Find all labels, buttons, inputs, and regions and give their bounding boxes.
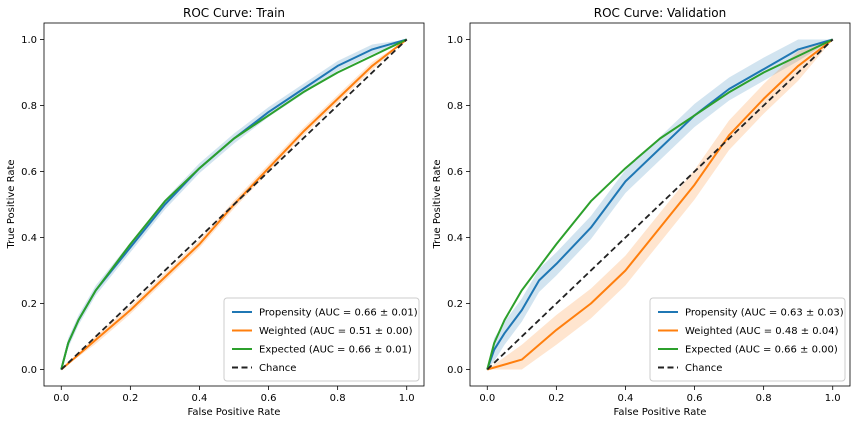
y-tick-label: 0.0 xyxy=(21,365,37,376)
chart-title: ROC Curve: Train xyxy=(183,6,285,20)
roc-panel-validation: ROC Curve: Validation False Positive Rat… xyxy=(432,6,851,418)
legend-entry-label: Weighted (AUC = 0.51 ± 0.00) xyxy=(259,326,413,337)
x-tick-label: 0.4 xyxy=(192,393,208,404)
legend-box xyxy=(649,297,846,382)
y-axis-label: True Positive Rate xyxy=(432,159,443,249)
series-line xyxy=(486,38,834,370)
chance-line xyxy=(486,38,834,371)
y-tick-label: 0.4 xyxy=(21,233,37,244)
y-tick-label: 0.6 xyxy=(447,167,463,178)
x-tick-label: 0.8 xyxy=(330,393,346,404)
series-line xyxy=(486,38,834,370)
x-tick-label: 0.6 xyxy=(687,393,703,404)
legend-box xyxy=(223,297,420,382)
chart-title: ROC Curve: Validation xyxy=(594,6,727,20)
y-tick-label: 0.0 xyxy=(447,365,463,376)
x-tick-label: 0.8 xyxy=(756,393,772,404)
legend-entry-label: Propensity (AUC = 0.63 ± 0.03) xyxy=(685,308,844,319)
y-tick-label: 1.0 xyxy=(21,35,37,46)
chance-line xyxy=(60,38,408,371)
x-tick-label: 0.0 xyxy=(479,393,495,404)
legend-entry-label: Weighted (AUC = 0.48 ± 0.04) xyxy=(685,326,839,337)
x-tick-label: 1.0 xyxy=(399,393,415,404)
x-axis-label: False Positive Rate xyxy=(614,407,707,418)
y-tick-label: 0.8 xyxy=(21,101,37,112)
roc-panel-train: ROC Curve: Train False Positive Rate Tru… xyxy=(6,6,425,418)
x-tick-label: 0.2 xyxy=(548,393,564,404)
plot-frame xyxy=(469,22,851,387)
x-axis-label: False Positive Rate xyxy=(188,407,281,418)
legend-entry-label: Chance xyxy=(685,363,722,374)
y-tick-label: 0.2 xyxy=(447,299,463,310)
x-tick-label: 1.0 xyxy=(825,393,841,404)
y-tick-label: 1.0 xyxy=(447,35,463,46)
y-tick-label: 0.2 xyxy=(21,299,37,310)
legend-entry-label: Chance xyxy=(259,363,296,374)
x-tick-label: 0.4 xyxy=(618,393,634,404)
y-tick-label: 0.4 xyxy=(447,233,463,244)
series-line xyxy=(486,38,834,371)
y-tick-label: 0.8 xyxy=(447,101,463,112)
series-band xyxy=(487,39,833,370)
legend-entry-label: Propensity (AUC = 0.66 ± 0.01) xyxy=(259,308,418,319)
plot-frame xyxy=(43,22,425,387)
x-tick-label: 0.2 xyxy=(122,393,138,404)
x-tick-label: 0.6 xyxy=(261,393,277,404)
legend-entry-label: Expected (AUC = 0.66 ± 0.00) xyxy=(685,345,838,356)
y-tick-label: 0.6 xyxy=(21,167,37,178)
y-axis-label: True Positive Rate xyxy=(6,159,17,249)
legend-entry-label: Expected (AUC = 0.66 ± 0.01) xyxy=(259,345,412,356)
series-line xyxy=(60,38,408,370)
x-tick-label: 0.0 xyxy=(53,393,69,404)
